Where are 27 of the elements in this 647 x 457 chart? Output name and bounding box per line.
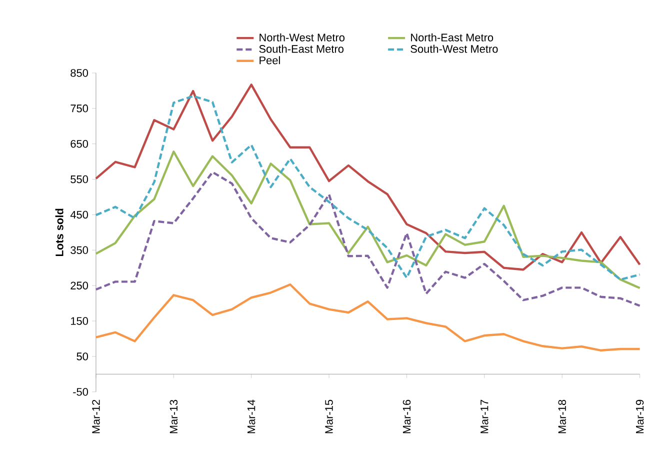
- x-tick-label: Mar-13: [170, 400, 178, 434]
- y-tick-label: 150: [71, 317, 88, 325]
- y-tick-label: 50: [76, 352, 88, 360]
- y-tick-label: 250: [70, 282, 88, 290]
- y-tick-label: 450: [70, 210, 88, 219]
- x-tick-label: Mar-18: [558, 400, 566, 434]
- y-tick-label: 550: [70, 175, 88, 184]
- line-series: [94, 283, 641, 352]
- legend-label: Peel: [260, 56, 280, 64]
- legend-label: North-East Metro: [411, 33, 494, 42]
- y-axis-title: Lots sold: [55, 208, 64, 256]
- y-tick-label: 650: [70, 140, 88, 148]
- legend-label: South-West Metro: [410, 44, 498, 53]
- legend-label: South-East Metro: [259, 44, 344, 53]
- y-tick-label: -50: [73, 388, 88, 396]
- y-tick-label: 850: [70, 69, 88, 77]
- x-tick-label: Mar-12: [92, 400, 100, 434]
- legend-label: North-West Metro: [260, 33, 345, 42]
- x-tick-label: Mar-16: [402, 400, 411, 434]
- line-series: [94, 171, 641, 307]
- line-series: [94, 150, 641, 290]
- y-tick-label: 750: [70, 104, 88, 112]
- x-tick-label: Mar-15: [325, 400, 333, 434]
- x-tick-label: Mar-17: [480, 400, 488, 434]
- y-tick-label: 350: [70, 246, 88, 254]
- x-tick-label: Mar-14: [248, 400, 256, 434]
- x-tick-label: Mar-19: [636, 400, 644, 434]
